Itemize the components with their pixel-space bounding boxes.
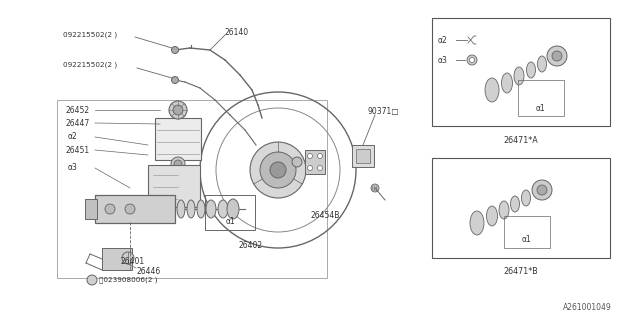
Circle shape [171,157,185,171]
Ellipse shape [527,62,536,78]
Bar [57,100,327,278]
Text: 90371□: 90371□ [367,107,399,116]
Circle shape [317,165,323,171]
Text: 26401: 26401 [120,258,144,267]
Text: α2: α2 [438,36,448,44]
Circle shape [547,46,567,66]
Text: 26471*A: 26471*A [504,135,538,145]
Text: α3: α3 [438,55,448,65]
Ellipse shape [197,200,205,218]
Text: α2: α2 [68,132,77,140]
Ellipse shape [227,199,239,219]
Circle shape [169,101,187,119]
Ellipse shape [218,200,228,218]
Circle shape [173,105,183,115]
Bar [504,216,550,248]
Circle shape [105,204,115,214]
Text: A261001049: A261001049 [563,303,612,313]
Circle shape [317,154,323,158]
Text: α1: α1 [536,103,546,113]
Circle shape [172,76,179,84]
Circle shape [87,275,97,285]
Circle shape [307,165,312,171]
Ellipse shape [538,56,547,72]
Ellipse shape [470,211,484,235]
Ellipse shape [502,73,513,93]
Text: α1: α1 [225,218,235,227]
Ellipse shape [485,78,499,102]
Ellipse shape [511,196,520,212]
Circle shape [172,46,179,53]
Bar [352,145,374,167]
Circle shape [371,184,379,192]
Circle shape [250,142,306,198]
Bar [432,158,610,258]
Circle shape [125,204,135,214]
Ellipse shape [177,200,185,218]
Ellipse shape [187,200,195,218]
Ellipse shape [486,206,497,226]
Circle shape [552,51,562,61]
Ellipse shape [522,190,531,206]
Bar [518,80,564,116]
Ellipse shape [499,201,509,219]
Bar [155,118,201,160]
Bar [148,165,200,207]
Text: 26454B: 26454B [310,212,339,220]
Text: 092215502(2 ): 092215502(2 ) [63,62,117,68]
Circle shape [260,152,296,188]
Text: ⓝ023908006(2 ): ⓝ023908006(2 ) [99,277,157,283]
Text: 26471*B: 26471*B [504,268,538,276]
Text: 26446: 26446 [136,268,160,276]
Bar [102,248,132,270]
Circle shape [307,154,312,158]
Bar [205,195,255,230]
Circle shape [270,162,286,178]
Text: 092215502(2 ): 092215502(2 ) [63,32,117,38]
Ellipse shape [514,67,524,85]
Circle shape [537,185,547,195]
Circle shape [292,157,302,167]
Text: 26451: 26451 [65,146,89,155]
Bar [85,199,97,219]
Text: 26140: 26140 [224,28,248,36]
Text: α3: α3 [68,163,78,172]
Text: 26447: 26447 [65,118,89,127]
Bar [432,18,610,126]
Bar [305,150,325,174]
Circle shape [122,252,134,264]
Ellipse shape [206,200,216,218]
Circle shape [470,58,474,62]
Text: 26452: 26452 [65,106,89,115]
Circle shape [174,160,182,168]
Bar [356,149,370,163]
Circle shape [532,180,552,200]
Text: α1: α1 [522,236,532,244]
Circle shape [467,55,477,65]
Bar [95,195,175,223]
Text: 26402: 26402 [238,241,262,250]
